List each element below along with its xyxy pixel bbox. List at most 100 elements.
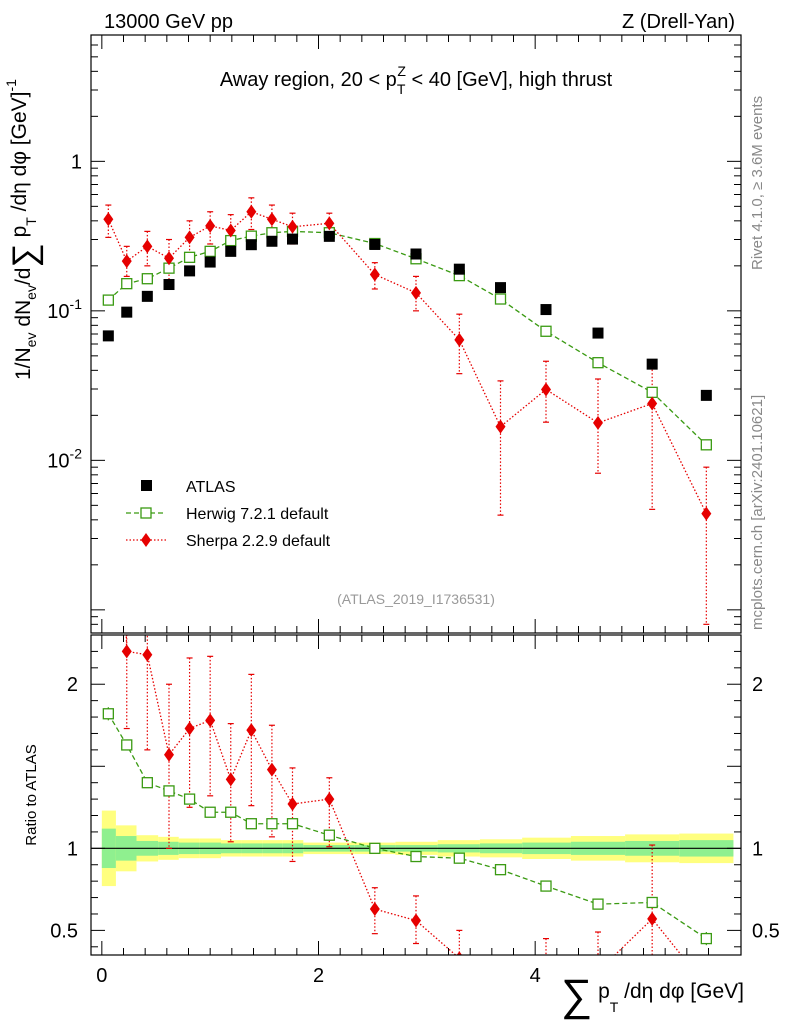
- herwig-ratio-line: [107, 713, 707, 940]
- atlas-point: [184, 265, 196, 277]
- herwig-ratio-point: [102, 708, 114, 720]
- sherpa-ratio-point: [369, 902, 380, 917]
- y-tick-label-right: 2: [752, 674, 763, 696]
- title-part-1: Away region, 20 < p: [220, 69, 397, 91]
- atlas-point: [540, 304, 552, 316]
- xlab-sub: T: [610, 999, 619, 1015]
- ylab-sub-ev1: ev: [23, 333, 39, 348]
- herwig-ratio-point: [592, 898, 604, 910]
- sherpa-ratio-point: [593, 964, 603, 978]
- sherpa-point: [184, 230, 195, 245]
- x-tick-label: 2: [313, 965, 324, 987]
- sherpa-point: [205, 218, 216, 233]
- legend-sherpa-marker: [141, 533, 151, 547]
- atlas-point: [700, 389, 712, 401]
- atlas-point: [141, 290, 153, 302]
- xlab-rest: /dη dφ [GeV]: [618, 980, 744, 1003]
- sherpa-ratio-point: [287, 797, 298, 812]
- sherpa-ratio-point: [456, 951, 462, 955]
- y-tick-exp: -2: [70, 445, 83, 461]
- sherpa-ratio-point: [142, 647, 153, 662]
- legend-atlas-marker: [141, 480, 152, 491]
- ylab-a: 1/N: [12, 347, 35, 380]
- herwig-ratio-point: [204, 806, 216, 818]
- sherpa-point: [369, 267, 380, 282]
- atlas-point: [495, 282, 506, 294]
- sherpa-point: [246, 204, 257, 219]
- sherpa-ratio-point: [205, 713, 216, 728]
- herwig-ratio-point: [646, 896, 658, 909]
- herwig-point: [700, 439, 712, 451]
- sherpa-point: [142, 239, 153, 254]
- ylab-d: p: [8, 226, 31, 244]
- y-tick-base: 10: [47, 450, 69, 472]
- y-tick-label: 1: [71, 151, 82, 173]
- herwig-point: [141, 273, 153, 285]
- process-label: Z (Drell-Yan): [622, 11, 735, 33]
- herwig-ratio-point: [141, 777, 153, 789]
- herwig-ratio-point: [700, 932, 712, 945]
- ratio-ylabel: Ratio to ATLAS: [23, 744, 40, 845]
- y-tick-label: 2: [67, 674, 78, 696]
- herwig-ratio-point: [121, 739, 133, 751]
- ylab-sum: ∑: [6, 243, 44, 267]
- legend: ATLAS Herwig 7.2.1 default Sherpa 2.2.9 …: [126, 479, 331, 550]
- atlas-point: [592, 327, 604, 339]
- atlas-point: [323, 230, 335, 242]
- sherpa-ratio-point: [411, 913, 421, 928]
- sherpa-ratio-point: [121, 644, 132, 659]
- atlas-point: [121, 306, 133, 318]
- sherpa-ratio-point: [246, 723, 257, 738]
- energy-label: 13000 GeV pp: [104, 11, 233, 33]
- herwig-ratio-point: [286, 818, 299, 830]
- atlas-point: [646, 358, 658, 370]
- sherpa-ratio-point: [225, 772, 236, 787]
- sherpa-point: [164, 251, 174, 266]
- herwig-ratio-point: [163, 785, 175, 797]
- ylab-e: /dη dφ [GeV]: [8, 92, 31, 218]
- herwig-point: [646, 386, 658, 398]
- ylab-sup: -1: [3, 79, 19, 92]
- ylab-sub-t: T: [23, 217, 39, 226]
- main-title: Away region, 20 < pTZ < 40 [GeV], high t…: [220, 63, 613, 97]
- ratio-series-layer: [102, 635, 712, 1000]
- sherpa-point: [266, 212, 277, 227]
- sherpa-point: [411, 285, 421, 300]
- sherpa-ratio-point: [324, 792, 335, 807]
- title-part-2: < 40 [GeV], high thrust: [406, 69, 613, 91]
- herwig-point: [183, 251, 196, 263]
- atlas-point: [287, 233, 298, 245]
- ratio-clipped-group: [102, 635, 712, 1000]
- sherpa-point: [225, 223, 236, 238]
- x-tick-label: 0: [96, 965, 107, 987]
- atlas-point: [453, 263, 465, 275]
- y-tick-label: 10-2: [47, 445, 82, 472]
- y-tick-base: 10: [47, 301, 69, 323]
- rivet-label: Rivet 4.1.0, ≥ 3.6M events: [749, 96, 766, 270]
- y-tick-label: 10-1: [47, 296, 82, 323]
- sherpa-point: [287, 219, 298, 234]
- herwig-ratio-point: [453, 852, 465, 864]
- main-frame: [90, 34, 742, 634]
- herwig-point: [121, 278, 133, 290]
- legend-herwig-marker: [140, 507, 152, 519]
- main-panel: 110-110-2 Away region, 20 < pTZ < 40 [Ge…: [3, 34, 742, 634]
- ylab-c: /d: [12, 268, 35, 286]
- ylab-b: dN: [12, 300, 35, 333]
- legend-sherpa-label: Sherpa 2.2.9 default: [186, 533, 331, 550]
- herwig-ratio-point: [323, 829, 335, 841]
- main-series-layer: [102, 197, 712, 625]
- ratio-ticks: 0 2 4 2 2 1 1 0.5 0.5: [50, 635, 780, 987]
- sherpa-ratio-point: [496, 986, 506, 1000]
- sherpa-point: [593, 415, 603, 430]
- analysis-watermark: (ATLAS_2019_I1736531): [337, 591, 495, 607]
- atlas-point: [410, 248, 422, 260]
- herwig-ratio-point: [494, 864, 507, 876]
- y-tick-label-right: 1: [752, 838, 763, 860]
- sherpa-point: [541, 382, 551, 397]
- sherpa-point: [647, 396, 658, 411]
- sherpa-ratio-point: [541, 958, 551, 972]
- main-ylabel: 1/Nev dNev/d∑ pT /dη dφ [GeV]-1: [3, 79, 44, 380]
- herwig-ratio-point: [245, 818, 257, 830]
